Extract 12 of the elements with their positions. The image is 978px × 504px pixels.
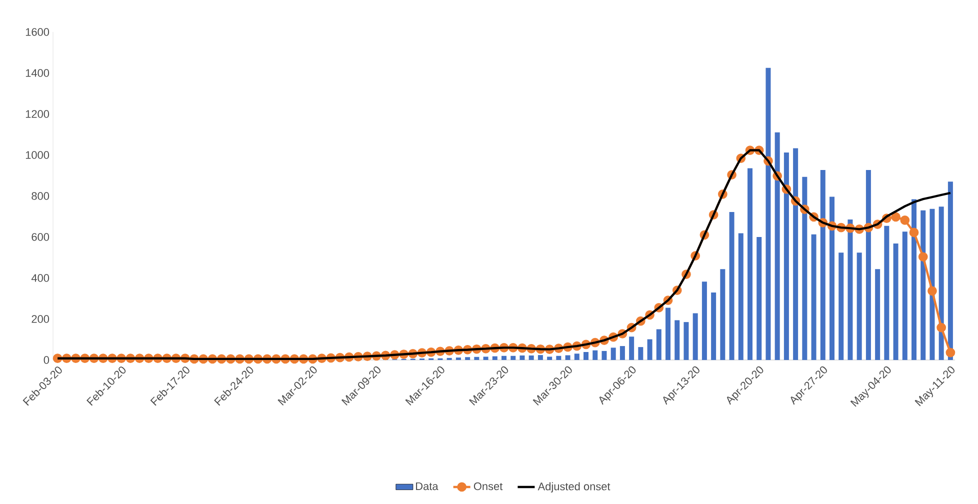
y-tick-label: 600 — [32, 233, 50, 241]
legend-label: Data — [416, 482, 438, 490]
legend-label: Adjusted onset — [538, 482, 610, 492]
y-tick-label: 200 — [32, 315, 50, 323]
y-tick-label: 800 — [32, 192, 50, 200]
y-tick-label: 0 — [44, 356, 50, 364]
y-tick-label: 1200 — [26, 110, 50, 118]
y-tick-label: 1600 — [26, 28, 50, 36]
y-tick-label: 1000 — [26, 151, 50, 159]
legend-label: Onset — [474, 482, 503, 490]
y-tick-label: 1400 — [26, 69, 50, 77]
y-tick-label: 400 — [31, 274, 50, 282]
